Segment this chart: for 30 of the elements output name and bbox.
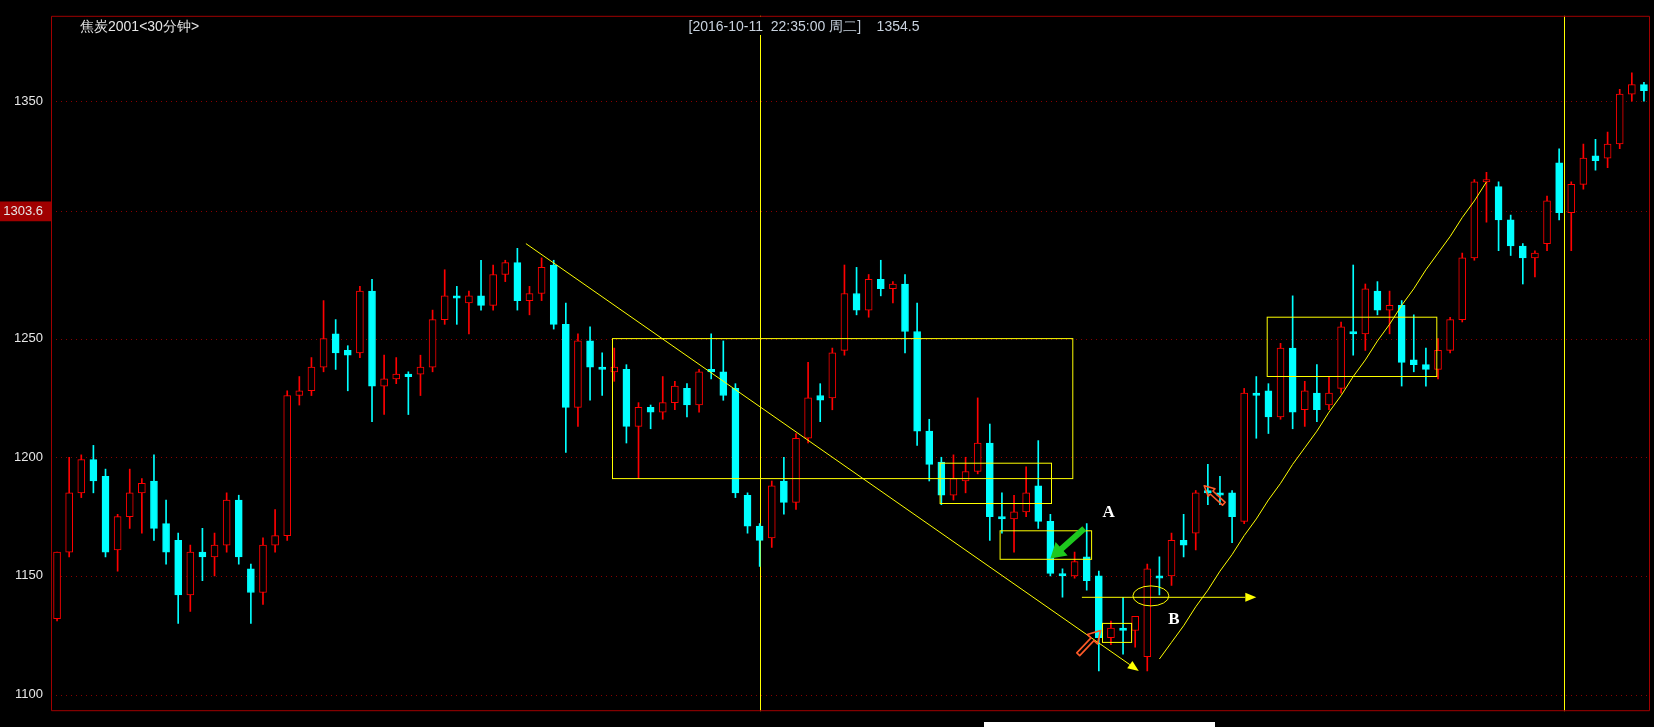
candlestick [380,354,388,415]
candlestick [1409,314,1418,373]
annotation: B [1168,608,1180,628]
y-tick-label: 1303.6 [3,202,43,218]
annotation: A [1102,502,1116,522]
candlestick [816,383,825,422]
y-tick-label: 1350 [14,92,43,108]
y-tick-label: 1100 [15,686,43,702]
candlestick [1531,250,1539,278]
candlestick [392,357,401,384]
candlestick [343,345,352,392]
chart-title: 焦炭2001<30分钟> [80,17,200,35]
candlestick [1252,376,1261,439]
candlestick [1119,596,1127,655]
candlestick [477,259,485,311]
candlestick [998,492,1006,534]
candlestick [271,509,279,553]
y-tick-label: 1250 [14,330,43,346]
y-tick-label: 1200 [14,448,43,464]
candlestick [465,290,473,335]
candlestick [138,478,146,534]
y-tick-label: 1150 [15,567,43,583]
candlestick [889,281,897,304]
candlestick [452,286,461,325]
candlestick [1010,494,1018,553]
candlestick [1349,264,1358,356]
chart-subtitle: [2016-10-11 22:35:00 周二] 1354.5 [685,17,923,35]
candlestick [598,352,606,396]
candlestick [1422,347,1430,387]
candlestick [658,376,667,420]
